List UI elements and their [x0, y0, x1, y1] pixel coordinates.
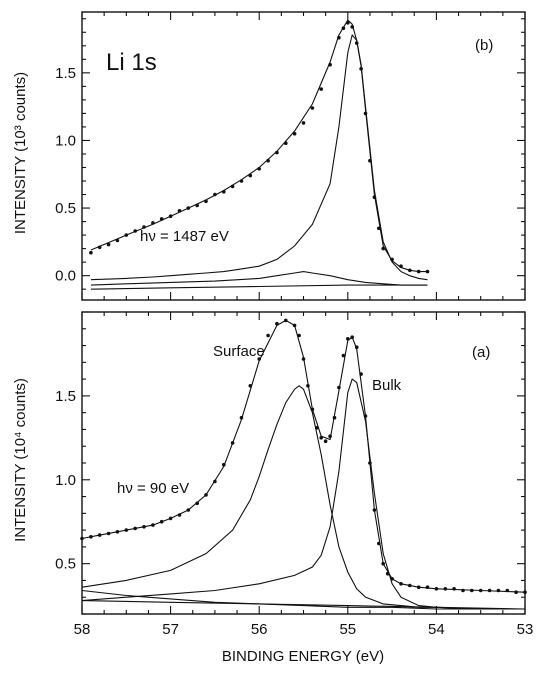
a-x-tick-label: 56 [251, 621, 268, 638]
b-y-tick-label: 0.0 [55, 268, 76, 285]
panel-b-y-tick-labels: 0.0 0.5 1.0 1.5 [55, 65, 76, 285]
panel-b: 0.0 0.5 1.0 1.5 Li 1s (b) hν = 1487 eV INTE… [12, 11, 526, 301]
b-fit-curve-3 [90, 271, 428, 286]
a-x-tick-label: 57 [162, 621, 179, 638]
a-y-tick-label: 1.5 [55, 388, 76, 405]
b-fit-curve-2 [90, 33, 428, 281]
a-fit-curve-2 [81, 385, 525, 610]
b-data-point [310, 106, 315, 110]
panel-b-ticks [81, 12, 526, 300]
panel-a-annotation: hν = 90 eV [117, 480, 189, 497]
panel-a-y-tick-labels: 0.5 1.0 1.5 [55, 388, 76, 573]
panel-b-title: Li 1s [106, 49, 157, 76]
a-y-tick-label: 1.0 [55, 472, 76, 489]
a-data-point [195, 501, 199, 506]
panel-b-label: (b) [475, 37, 493, 54]
a-fit-curve-5 [81, 600, 526, 610]
surface-label: Surface [213, 343, 265, 360]
b-data-point [301, 121, 306, 125]
panel-a: 0.51.01.5 58 57 56 55 54 53 (a) Surface Bulk … [12, 311, 534, 665]
panel-a-data [80, 318, 527, 610]
b-data-point [89, 250, 93, 255]
a-x-tick-label: 58 [74, 621, 91, 638]
panel-a-x-tick-labels: 58 57 56 55 54 53 [74, 621, 534, 638]
x-axis-label: BINDING ENERGY (eV) [222, 648, 384, 665]
b-data-point [106, 242, 111, 247]
b-data-point [319, 87, 324, 91]
a-data-point [341, 353, 346, 358]
panel-a-ticks [81, 311, 526, 615]
b-y-tick-label: 0.5 [55, 200, 76, 217]
panel-b-data [89, 19, 430, 290]
a-data-point [266, 333, 270, 338]
a-x-tick-label: 55 [339, 621, 356, 638]
a-fit-curve-3 [81, 378, 525, 610]
a-x-tick-label: 54 [428, 621, 445, 638]
a-fit-curve-4 [81, 589, 525, 610]
a-data-point [323, 439, 328, 444]
bulk-label: Bulk [372, 377, 402, 394]
b-y-tick-label: 1.0 [55, 132, 76, 149]
b-y-tick-label: 1.5 [55, 65, 76, 82]
panel-a-label: (a) [472, 344, 490, 361]
a-x-tick-label: 53 [517, 621, 534, 638]
panel-a-ylabel: INTENSITY (10⁴ counts) [12, 378, 29, 542]
a-fit-curve-1 [81, 319, 526, 593]
b-fit-curve-4 [90, 284, 428, 290]
panel-b-ylabel: INTENSITY (10³ counts) [12, 72, 29, 234]
a-y-tick-label: 0.5 [55, 556, 76, 573]
panel-b-annotation: hν = 1487 eV [140, 228, 229, 245]
